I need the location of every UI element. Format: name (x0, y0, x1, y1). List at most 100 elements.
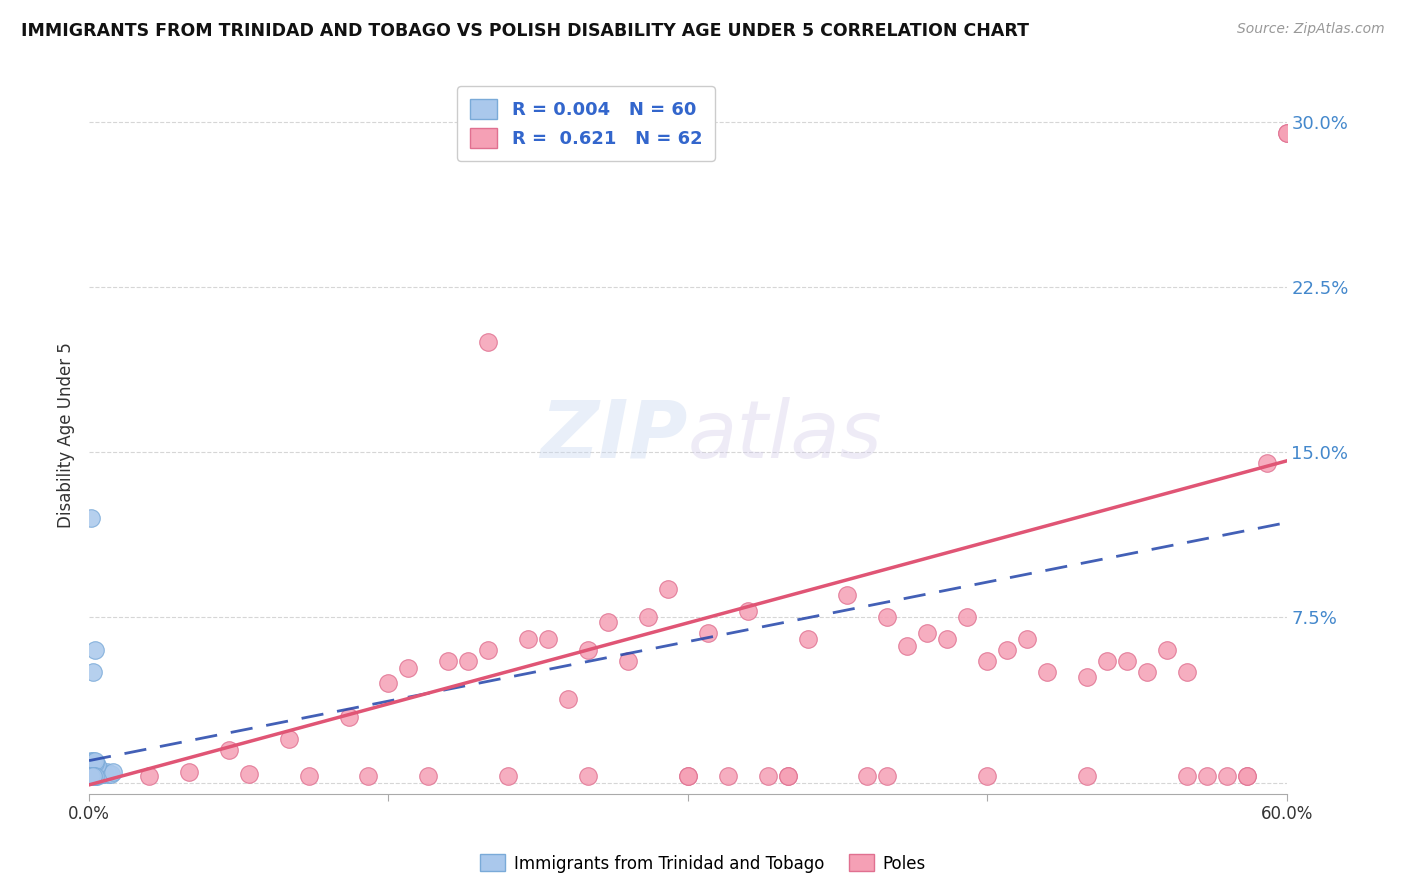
Point (956, 610, 979, 624)
Point (737, 604, 759, 618)
Point (1275, 126, 1298, 140)
Point (82, 769, 104, 783)
Text: ZIP: ZIP (540, 397, 688, 475)
Point (80, 769, 103, 783)
Point (80, 769, 103, 783)
Point (84, 756, 107, 770)
Point (976, 655, 998, 669)
Point (1036, 665, 1059, 680)
Text: Source: ZipAtlas.com: Source: ZipAtlas.com (1237, 22, 1385, 37)
Point (537, 632, 560, 647)
Point (1017, 632, 1039, 647)
Point (238, 767, 260, 781)
Point (576, 769, 599, 783)
Point (1156, 643, 1178, 657)
Point (876, 769, 898, 783)
Point (477, 334, 499, 349)
Point (84, 767, 107, 781)
Point (94, 767, 117, 781)
Point (80, 758, 103, 772)
Text: IMMIGRANTS FROM TRINIDAD AND TOBAGO VS POLISH DISABILITY AGE UNDER 5 CORRELATION: IMMIGRANTS FROM TRINIDAD AND TOBAGO VS P… (21, 22, 1029, 40)
Point (995, 643, 1018, 657)
Point (82, 767, 104, 781)
Point (1116, 655, 1139, 669)
Point (337, 709, 360, 723)
Point (82, 758, 104, 772)
Point (82, 665, 104, 680)
Point (86, 767, 108, 781)
Point (80, 511, 103, 525)
Point (84, 767, 107, 781)
Point (717, 769, 740, 783)
Point (90, 764, 112, 779)
Point (1275, 126, 1298, 140)
Point (84, 769, 107, 783)
Point (837, 588, 859, 602)
Point (1076, 670, 1098, 684)
Point (82, 754, 104, 768)
Point (676, 769, 699, 783)
Point (576, 643, 599, 657)
Point (617, 655, 640, 669)
Point (86, 769, 108, 783)
Point (80, 767, 103, 781)
Point (87, 767, 110, 781)
Point (177, 764, 200, 779)
Point (976, 769, 998, 783)
Text: atlas: atlas (688, 397, 883, 475)
Point (80, 767, 103, 781)
Point (457, 655, 479, 669)
Point (1215, 769, 1237, 783)
Point (796, 632, 818, 647)
Point (696, 625, 718, 640)
Point (776, 769, 799, 783)
Point (84, 769, 107, 783)
Point (756, 769, 779, 783)
Point (297, 769, 319, 783)
Point (82, 760, 104, 774)
Point (87, 763, 110, 777)
Point (80, 763, 103, 777)
Point (82, 756, 104, 770)
Point (98, 767, 121, 781)
Point (856, 769, 879, 783)
Point (917, 625, 939, 640)
Point (80, 763, 103, 777)
Point (100, 767, 122, 781)
Point (82, 764, 104, 779)
Point (82, 763, 104, 777)
Point (496, 769, 519, 783)
Point (90, 767, 112, 781)
Point (637, 610, 659, 624)
Point (1175, 769, 1198, 783)
Point (418, 769, 440, 783)
Point (517, 632, 540, 647)
Point (84, 764, 107, 779)
Point (84, 643, 107, 657)
Point (91, 764, 114, 779)
Point (80, 769, 103, 783)
Point (138, 769, 160, 783)
Legend: Immigrants from Trinidad and Tobago, Poles: Immigrants from Trinidad and Tobago, Pol… (474, 847, 932, 880)
Point (477, 643, 499, 657)
Point (1236, 769, 1258, 783)
Point (84, 754, 107, 768)
Point (80, 764, 103, 779)
Point (80, 754, 103, 768)
Point (82, 760, 104, 774)
Point (377, 676, 399, 690)
Point (84, 758, 107, 772)
Point (82, 758, 104, 772)
Point (896, 639, 918, 653)
Point (80, 760, 103, 774)
Point (396, 661, 419, 675)
Point (84, 760, 107, 774)
Point (80, 764, 103, 779)
Point (1256, 456, 1278, 470)
Point (82, 769, 104, 783)
Point (776, 769, 799, 783)
Point (936, 632, 959, 647)
Point (1136, 665, 1159, 680)
Point (86, 758, 108, 772)
Point (80, 756, 103, 770)
